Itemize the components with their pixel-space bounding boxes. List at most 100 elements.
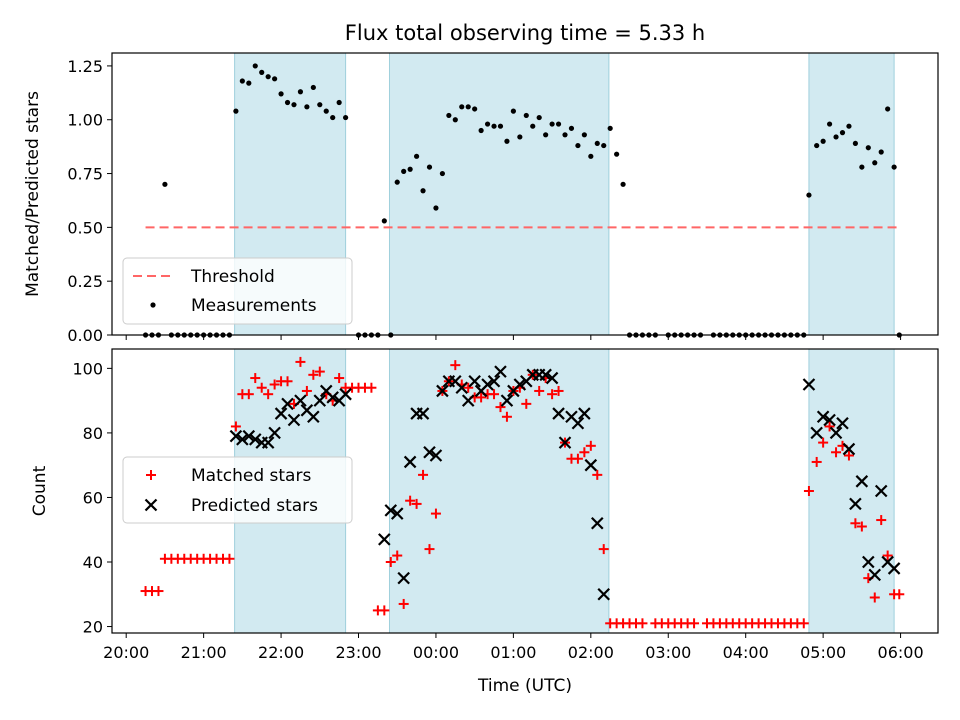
predicted-point — [423, 445, 436, 459]
measurements-layer — [142, 63, 902, 338]
measurement-point — [491, 123, 497, 129]
legend-measurements-swatch — [150, 302, 156, 308]
measurement-point — [472, 106, 478, 112]
measurement-point — [426, 164, 433, 170]
predicted-point-b — [436, 384, 449, 398]
predicted-point-b — [455, 381, 469, 395]
measurement-point — [588, 153, 594, 159]
predicted-point-b — [571, 416, 585, 430]
predicted-point — [403, 455, 417, 469]
x-tick-label: 04:00 — [723, 643, 769, 662]
predicted-point — [494, 365, 507, 378]
predicted-point — [823, 413, 836, 427]
measurement-point — [284, 99, 291, 106]
matched-point — [637, 618, 648, 629]
measurement-point — [252, 63, 258, 69]
predicted-point — [887, 562, 901, 575]
predicted-point — [416, 407, 430, 420]
predicted-point — [268, 426, 281, 440]
x-tick-label: 06:00 — [878, 643, 924, 662]
predicted-point-b — [397, 571, 410, 585]
measurement-point — [407, 166, 413, 172]
measurement-point — [549, 121, 555, 127]
predicted-point — [590, 516, 604, 530]
measurement-point — [265, 74, 271, 80]
matched-point — [592, 469, 603, 480]
shaded-period — [388, 348, 610, 634]
measurement-point — [233, 108, 239, 114]
measurement-point — [446, 112, 452, 119]
legend-predicted-label: Predicted stars — [191, 496, 318, 516]
matched-point — [256, 382, 267, 393]
measurement-point — [614, 151, 620, 157]
chart-title: Flux total observing time = 5.33 h — [345, 21, 705, 45]
x-tick-label: 21:00 — [181, 643, 227, 662]
measurement-point — [510, 108, 516, 114]
measurement-point — [517, 134, 523, 140]
matched-point — [521, 398, 532, 409]
matched-point — [301, 385, 312, 396]
predicted-point-b — [487, 374, 501, 388]
matched-point — [392, 550, 403, 561]
predicted-point — [481, 378, 494, 391]
matched-point — [476, 392, 487, 403]
matched-point — [308, 369, 319, 380]
predicted-point-b — [552, 407, 565, 420]
legend-predicted-swatch-b — [144, 498, 158, 512]
measurement-point — [820, 138, 826, 144]
top-plot-frame — [111, 52, 939, 336]
legend-threshold-label: Threshold — [190, 267, 275, 287]
predicted-point-b — [268, 426, 281, 440]
predicted-point-b — [319, 384, 333, 398]
predicted-point — [868, 568, 882, 582]
predicted-point-b — [281, 397, 294, 411]
predicted-point-b — [862, 555, 875, 569]
matched-point — [501, 411, 512, 422]
predicted-point — [545, 371, 559, 385]
predicted-point — [313, 394, 327, 407]
measurement-point — [568, 125, 575, 131]
predicted-point-b — [461, 394, 475, 407]
predicted-point — [849, 497, 862, 511]
matched-point — [224, 553, 235, 564]
predicted-point-b — [449, 374, 462, 388]
matched-point — [876, 515, 887, 526]
matched-point — [334, 373, 345, 384]
predicted-point — [802, 378, 816, 391]
matched-point — [398, 598, 409, 609]
matched-point — [314, 366, 325, 377]
predicted-point — [384, 504, 398, 517]
matched-point — [803, 486, 814, 496]
top-panel: 0.00 0.25 0.50 0.75 1.00 1.25 Matched/Predict… — [23, 52, 939, 345]
measurement-point — [297, 89, 304, 95]
matched-point — [405, 495, 416, 506]
matched-point — [818, 437, 829, 448]
predicted-point-b — [849, 497, 862, 511]
top-shaded-periods — [234, 52, 895, 336]
matched-point — [798, 618, 809, 629]
matched-point — [424, 544, 435, 555]
y-tick-label: 60 — [83, 488, 103, 507]
matched-point — [430, 508, 441, 519]
matched-point — [153, 586, 164, 597]
matched-point — [379, 605, 390, 616]
x-tick-label: 20:00 — [103, 643, 149, 662]
predicted-point — [429, 449, 443, 462]
predicted-point-b — [590, 516, 604, 530]
predicted-point-b — [513, 378, 527, 391]
predicted-point-b — [384, 504, 398, 517]
measurement-point — [246, 80, 252, 86]
matched-point — [366, 382, 377, 393]
predicted-point-b — [294, 394, 307, 407]
predicted-point-b — [881, 555, 894, 569]
predicted-point-b — [810, 426, 823, 440]
predicted-point — [281, 397, 294, 411]
measurement-point — [330, 114, 336, 121]
predicted-point-b — [416, 407, 430, 420]
x-axis-label: Time (UTC) — [477, 676, 572, 696]
legend-matched-swatch — [146, 470, 156, 480]
measurement-point — [465, 104, 471, 110]
matched-point — [463, 382, 474, 393]
predicted-point — [326, 391, 339, 404]
